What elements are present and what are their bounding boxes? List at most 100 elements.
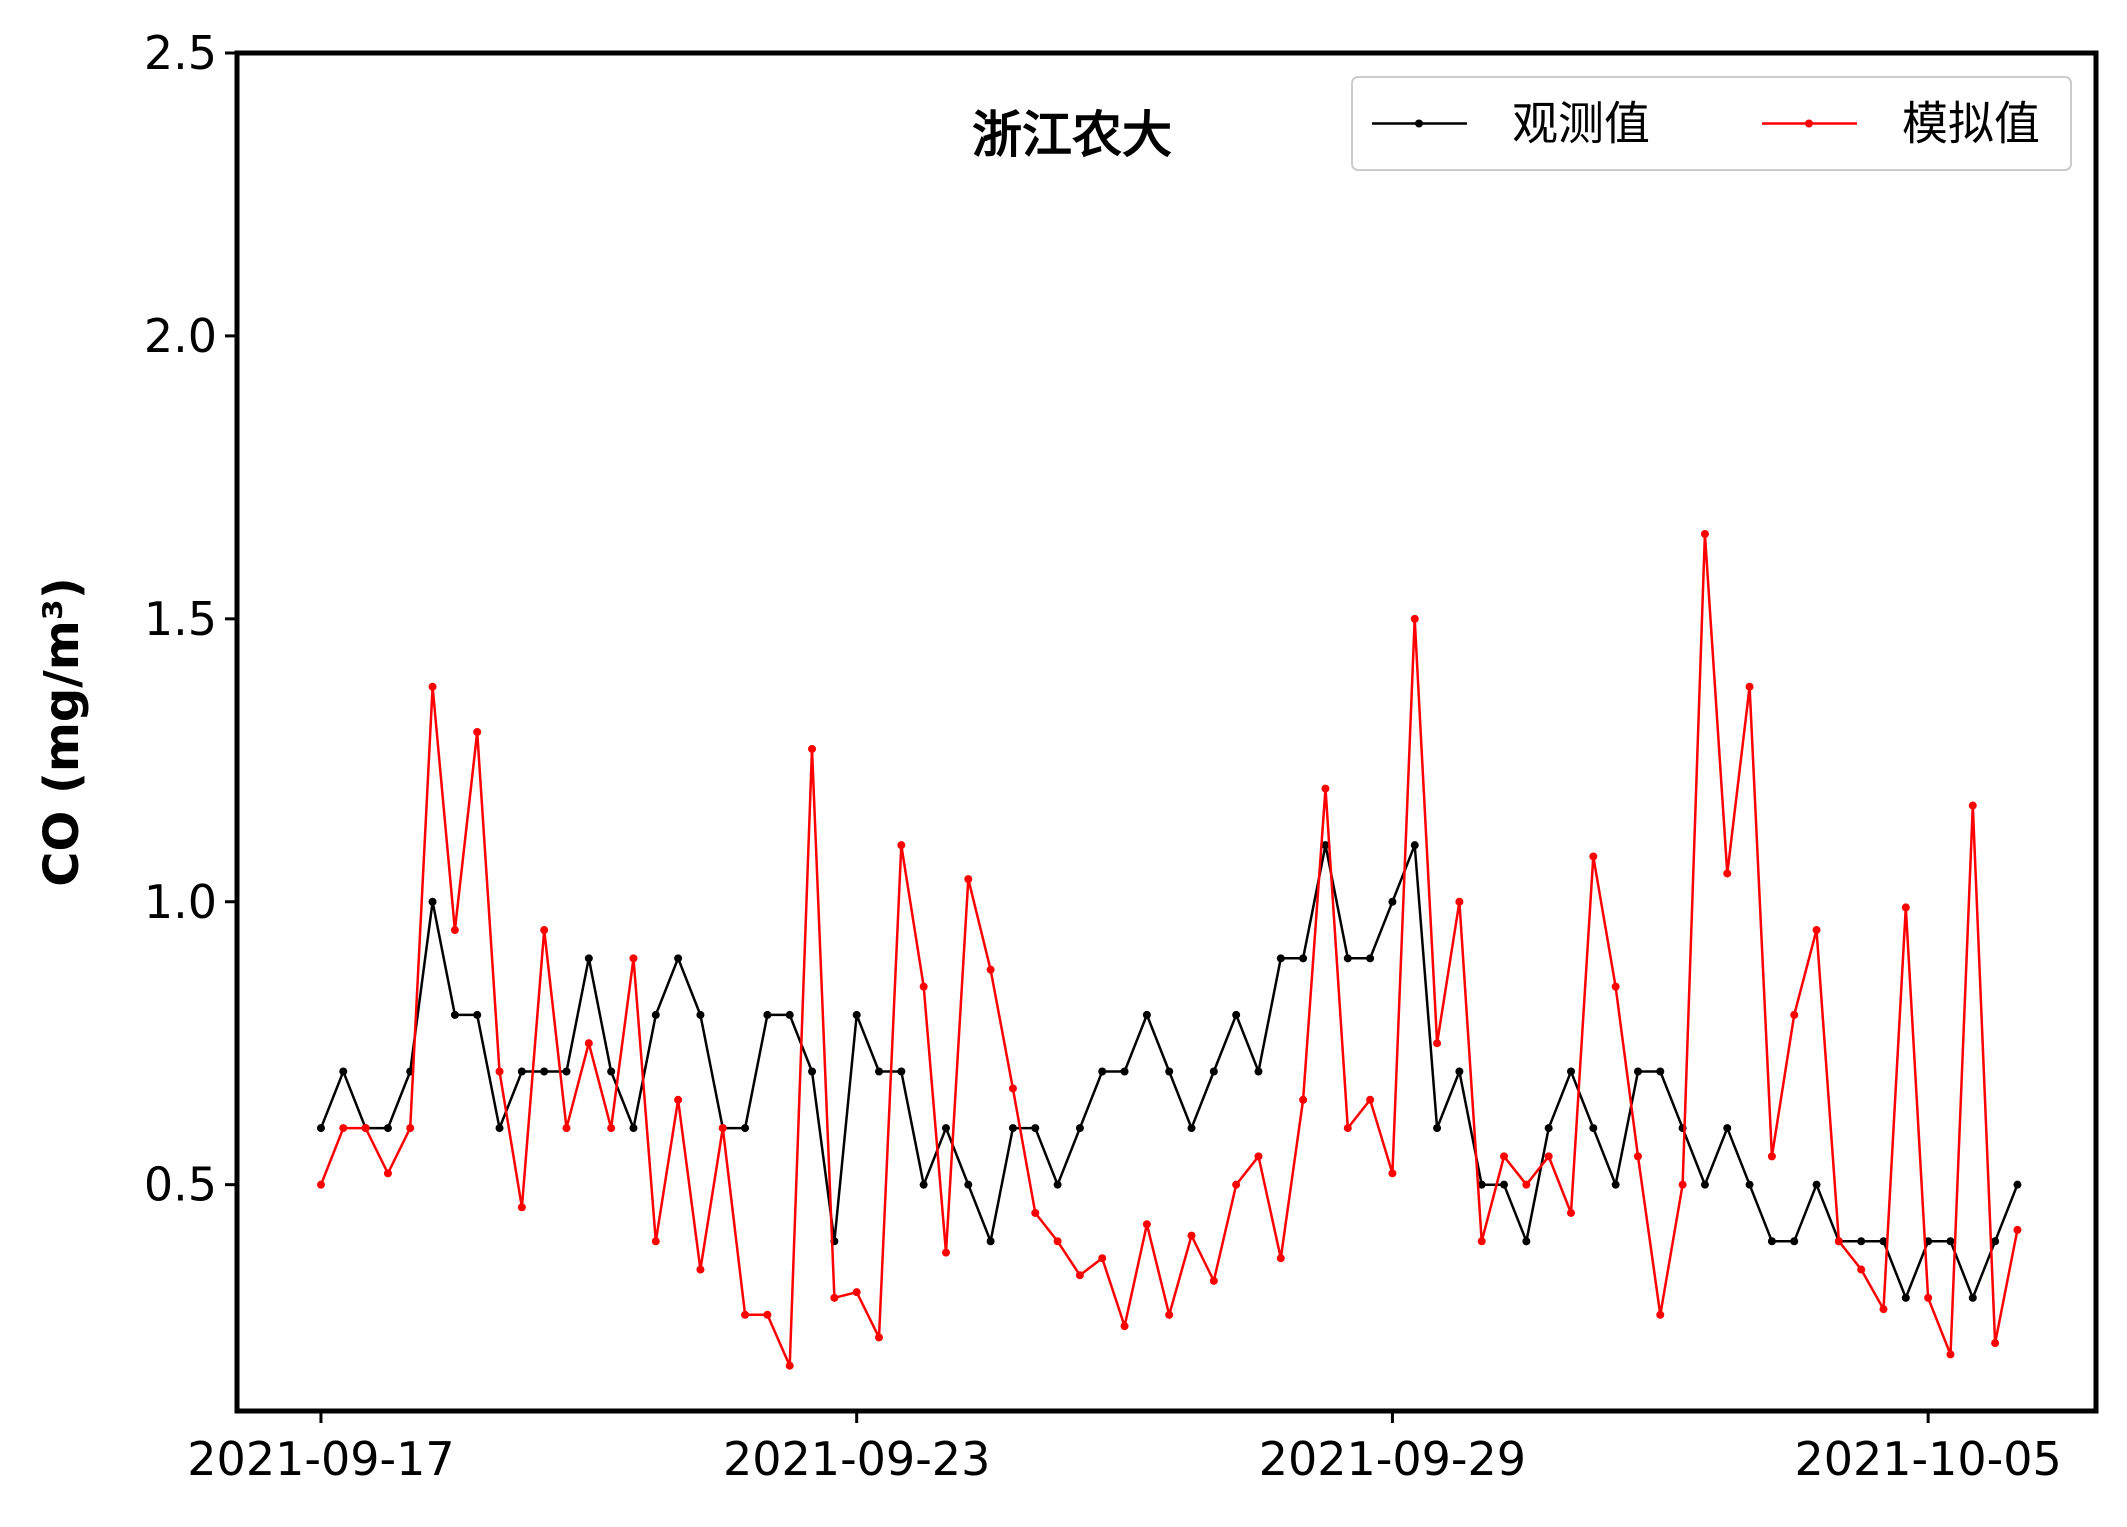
- point: [495, 1124, 504, 1133]
- point: [339, 1124, 348, 1133]
- point: [964, 875, 973, 884]
- point: [1924, 1293, 1933, 1302]
- point: [1723, 869, 1732, 878]
- point: [1321, 841, 1330, 850]
- point: [986, 1237, 995, 1246]
- point: [1745, 682, 1754, 691]
- point: [1321, 784, 1330, 793]
- point: [1343, 954, 1352, 963]
- point: [1968, 801, 1977, 810]
- point: [1633, 1152, 1642, 1161]
- point: [1589, 1124, 1598, 1133]
- y-tick-label: 1.0: [144, 875, 217, 929]
- point: [383, 1124, 392, 1133]
- point: [1343, 1124, 1352, 1133]
- point: [473, 728, 482, 736]
- point: [1991, 1237, 2000, 1246]
- point: [1812, 926, 1821, 935]
- x-tick-label: 2021-09-23: [723, 1432, 990, 1486]
- point: [1120, 1067, 1129, 1076]
- point: [1276, 954, 1285, 963]
- point: [584, 954, 593, 963]
- point: [674, 1095, 683, 1104]
- point: [1098, 1254, 1107, 1263]
- point: [1968, 1293, 1977, 1302]
- point: [1946, 1237, 1955, 1246]
- point: [1700, 529, 1709, 538]
- point: [540, 926, 549, 935]
- point: [852, 1288, 861, 1297]
- point: [1477, 1180, 1486, 1189]
- point: [741, 1310, 750, 1319]
- point: [1656, 1310, 1665, 1319]
- point: [1991, 1339, 2000, 1348]
- point: [1008, 1084, 1017, 1093]
- point: [1790, 1010, 1799, 1019]
- point: [1388, 1169, 1397, 1178]
- point: [919, 982, 928, 991]
- point: [1142, 1220, 1151, 1229]
- point: [651, 1237, 660, 1246]
- point: [1589, 852, 1598, 861]
- point: [316, 1124, 325, 1133]
- point: [919, 1180, 928, 1189]
- point: [562, 1067, 571, 1076]
- point: [517, 1067, 526, 1076]
- point: [1611, 982, 1620, 991]
- point: [1031, 1124, 1040, 1133]
- point: [718, 1124, 727, 1133]
- point: [428, 682, 437, 691]
- point: [473, 1010, 482, 1019]
- point: [1254, 1152, 1263, 1161]
- point: [1075, 1124, 1084, 1133]
- point: [897, 841, 906, 850]
- legend-marker: [1805, 119, 1813, 128]
- point: [1008, 1124, 1017, 1133]
- point: [1366, 1095, 1375, 1104]
- point: [964, 1180, 973, 1189]
- point: [1678, 1180, 1687, 1189]
- point: [1879, 1237, 1888, 1246]
- point: [1232, 1180, 1241, 1189]
- point: [1299, 954, 1308, 963]
- point: [986, 965, 995, 974]
- y-tick-label: 2.5: [144, 26, 217, 80]
- point: [1522, 1180, 1531, 1189]
- legend-label: 观测值: [1512, 97, 1650, 151]
- point: [875, 1333, 884, 1342]
- point: [651, 1010, 660, 1019]
- point: [1901, 1293, 1910, 1302]
- point: [696, 1010, 705, 1019]
- point: [1879, 1305, 1888, 1314]
- point: [1834, 1237, 1843, 1246]
- point: [1633, 1067, 1642, 1076]
- point: [1053, 1180, 1062, 1189]
- point: [941, 1248, 950, 1257]
- point: [540, 1067, 549, 1076]
- point: [1700, 1180, 1709, 1189]
- point: [361, 1124, 370, 1133]
- point: [1299, 1095, 1308, 1104]
- point: [1031, 1208, 1040, 1217]
- point: [1165, 1067, 1174, 1076]
- x-tick-label: 2021-10-05: [1794, 1432, 2061, 1486]
- point: [584, 1039, 593, 1048]
- point: [1433, 1124, 1442, 1133]
- point: [1366, 954, 1375, 963]
- point: [1098, 1067, 1107, 1076]
- point: [808, 1067, 817, 1076]
- legend-label: 模拟值: [1902, 97, 2040, 151]
- point: [1053, 1237, 1062, 1246]
- point: [808, 744, 817, 753]
- point: [383, 1169, 392, 1178]
- y-tick-label: 1.5: [144, 592, 217, 646]
- point: [562, 1124, 571, 1133]
- point: [629, 954, 638, 963]
- point: [450, 926, 459, 935]
- point: [450, 1010, 459, 1019]
- point: [1790, 1237, 1799, 1246]
- point: [741, 1124, 750, 1133]
- point: [1745, 1180, 1754, 1189]
- point: [1477, 1237, 1486, 1246]
- point: [852, 1010, 861, 1019]
